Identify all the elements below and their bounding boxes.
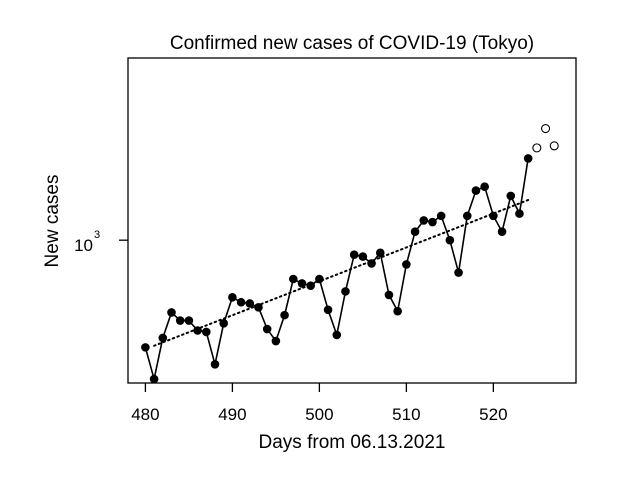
data-point xyxy=(315,274,324,284)
chart-title: Confirmed new cases of COVID-19 (Tokyo) xyxy=(170,33,534,54)
hollow-data-point xyxy=(541,123,551,134)
series-line xyxy=(144,158,529,380)
data-point xyxy=(201,327,211,337)
data-points-layer xyxy=(141,123,559,384)
data-point xyxy=(523,154,533,163)
data-point xyxy=(506,191,516,201)
data-point xyxy=(210,359,220,369)
data-point xyxy=(323,305,333,315)
data-point xyxy=(228,293,237,302)
data-point xyxy=(149,374,159,384)
data-point xyxy=(428,217,437,227)
data-point xyxy=(175,316,185,325)
data-point xyxy=(236,297,246,307)
series-line-layer xyxy=(144,158,529,380)
data-point xyxy=(254,302,263,312)
data-point xyxy=(158,333,168,343)
data-point xyxy=(141,343,150,352)
data-point xyxy=(262,324,272,334)
data-point xyxy=(219,319,228,328)
data-point xyxy=(436,211,446,221)
data-point xyxy=(410,227,420,236)
data-point xyxy=(184,316,194,325)
data-point xyxy=(367,259,376,268)
data-point xyxy=(349,250,359,259)
x-tick-label: 520 xyxy=(479,405,507,424)
data-point xyxy=(454,268,463,277)
data-point xyxy=(419,216,429,225)
x-tick-label: 480 xyxy=(131,405,159,424)
data-point xyxy=(341,287,350,296)
hollow-data-point xyxy=(532,143,542,153)
y-axis-ticks: 10 3 xyxy=(74,229,128,255)
data-point xyxy=(393,306,402,316)
data-point xyxy=(445,235,455,245)
data-point xyxy=(193,326,202,335)
data-point xyxy=(471,186,481,195)
data-point xyxy=(375,248,385,258)
y-tick-label-exponent: 3 xyxy=(94,229,100,241)
data-point xyxy=(288,274,298,284)
data-point xyxy=(358,252,368,261)
data-point xyxy=(245,299,255,308)
data-point xyxy=(497,227,507,236)
y-tick-label-base: 10 xyxy=(74,236,93,255)
data-point xyxy=(297,279,307,288)
y-axis-label: New cases xyxy=(42,175,63,268)
plot-frame xyxy=(127,57,577,384)
x-axis-ticks: 480 490 500 510 520 xyxy=(131,383,508,424)
data-point xyxy=(280,310,289,320)
x-tick-label: 490 xyxy=(218,405,246,424)
data-point xyxy=(332,330,342,340)
data-point xyxy=(384,290,394,300)
hollow-data-point xyxy=(549,141,559,151)
data-point xyxy=(480,182,489,191)
data-point xyxy=(489,211,498,221)
x-tick-label: 500 xyxy=(305,405,333,424)
data-point xyxy=(402,260,411,269)
data-point xyxy=(271,336,281,346)
data-point xyxy=(515,209,524,218)
trend-line-layer xyxy=(153,198,530,347)
x-tick-label: 510 xyxy=(392,405,420,424)
data-point xyxy=(167,308,176,317)
data-point xyxy=(462,211,472,221)
trend-line xyxy=(153,198,530,347)
data-point xyxy=(306,281,315,290)
x-axis-label: Days from 06.13.2021 xyxy=(259,432,446,453)
